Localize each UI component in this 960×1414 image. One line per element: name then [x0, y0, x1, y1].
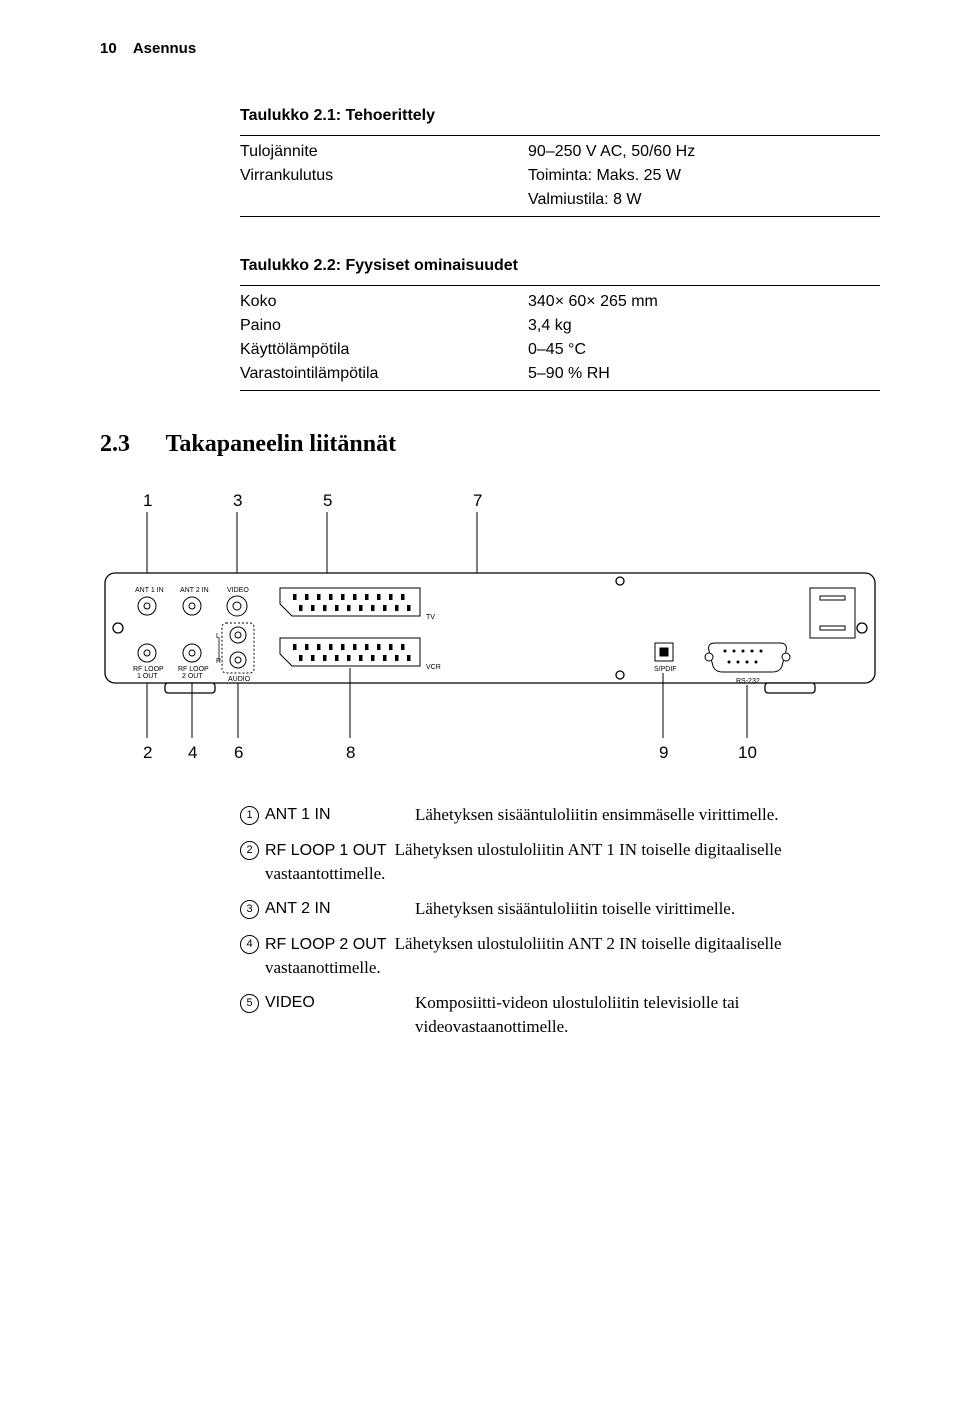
callout-num: 4 [188, 743, 197, 762]
definition-text: Lähetyksen sisääntuloliitin ensimmäselle… [415, 803, 880, 828]
table-rule [240, 390, 880, 391]
page-number: 10 [100, 40, 117, 57]
definition-label: RF LOOP 1 OUT [265, 842, 391, 859]
definition-label: ANT 1 IN [265, 803, 405, 828]
cell-label [240, 188, 528, 212]
table-row: Virrankulutus Toiminta: Maks. 25 W [240, 164, 880, 188]
callout-num: 2 [143, 743, 152, 762]
table-row: Käyttölämpötila 0–45 °C [240, 338, 880, 362]
table-rule [240, 135, 880, 136]
callout-num: 7 [473, 491, 482, 510]
circled-number: 1 [240, 806, 259, 825]
table-row: Valmiustila: 8 W [240, 188, 880, 212]
label-rfloop1b: 1 OUT [137, 673, 158, 680]
cell-label: Varastointilämpötila [240, 362, 528, 386]
table-2-2: Taulukko 2.2: Fyysiset ominaisuudet Koko… [240, 257, 880, 391]
callout-num: 6 [234, 743, 243, 762]
table-2-1: Taulukko 2.1: Tehoerittely Tulojännite 9… [240, 107, 880, 217]
cell-label: Koko [240, 290, 528, 314]
callout-num: 8 [346, 743, 355, 762]
callout-num: 10 [738, 743, 757, 762]
cell-label: Paino [240, 314, 528, 338]
callout-num: 3 [233, 491, 242, 510]
cell-label: Tulojännite [240, 140, 528, 164]
circled-number: 4 [240, 935, 259, 954]
cell-value: Toiminta: Maks. 25 W [528, 164, 880, 188]
definition-item: 1 ANT 1 IN Lähetyksen sisääntuloliitin ens… [240, 803, 880, 828]
label-ant2in: ANT 2 IN [180, 587, 209, 594]
section-heading: 2.3 Takapaneelin liitännät [100, 431, 880, 458]
page: 10 Asennus Taulukko 2.1: Tehoerittely Tu… [0, 0, 960, 1110]
diagram-svg: 1 3 5 7 [100, 488, 880, 768]
page-header: 10 Asennus [100, 40, 880, 57]
label-spdif: S/PDIF [654, 666, 677, 673]
circled-number: 3 [240, 900, 259, 919]
definition-text: Komposiitti-videon ulostuloliitin televi… [415, 991, 880, 1040]
rear-panel-diagram: 1 3 5 7 [100, 488, 880, 773]
definition-item: 2RF LOOP 1 OUT Lähetyksen ulostuloliitin… [240, 838, 880, 887]
definition-item: 5 VIDEOKomposiitti-videon ulostuloliitin … [240, 991, 880, 1040]
label-rfloop2: RF LOOP [178, 666, 209, 673]
label-video: VIDEO [227, 587, 249, 594]
table-row: Varastointilämpötila 5–90 % RH [240, 362, 880, 386]
definition-label: ANT 2 IN [265, 897, 405, 922]
table-row: Paino 3,4 kg [240, 314, 880, 338]
definition-label: RF LOOP 2 OUT [265, 936, 391, 953]
label-ant1in: ANT 1 IN [135, 587, 164, 594]
definition-item: 3 ANT 2 IN Lähetyksen sisääntuloliitin toi… [240, 897, 880, 922]
cell-value: Valmiustila: 8 W [528, 188, 880, 212]
table-row: Tulojännite 90–250 V AC, 50/60 Hz [240, 140, 880, 164]
definition-label: VIDEO [265, 991, 405, 1040]
label-audio: AUDIO [228, 676, 251, 683]
cell-label: Virrankulutus [240, 164, 528, 188]
section-number: 2.3 [100, 431, 160, 458]
definition-text: Lähetyksen sisääntuloliitin toiselle vir… [415, 897, 880, 922]
label-vcr: VCR [426, 664, 441, 671]
table-rule [240, 285, 880, 286]
table-rule [240, 216, 880, 217]
cell-value: 5–90 % RH [528, 362, 880, 386]
label-rs232: RS-232 [736, 678, 760, 685]
circled-number: 2 [240, 841, 259, 860]
label-rfloop2b: 2 OUT [182, 673, 203, 680]
table-caption: Taulukko 2.2: Fyysiset ominaisuudet [240, 257, 880, 275]
cell-value: 3,4 kg [528, 314, 880, 338]
callout-num: 1 [143, 491, 152, 510]
circled-number: 5 [240, 994, 259, 1013]
cell-label: Käyttölämpötila [240, 338, 528, 362]
callout-num: 9 [659, 743, 668, 762]
section-name: Asennus [133, 40, 196, 57]
section-title: Takapaneelin liitännät [166, 431, 397, 457]
spec-table: Tulojännite 90–250 V AC, 50/60 Hz Virran… [240, 140, 880, 212]
cell-value: 340× 60× 265 mm [528, 290, 880, 314]
table-caption: Taulukko 2.1: Tehoerittely [240, 107, 880, 125]
definition-item: 4RF LOOP 2 OUT Lähetyksen ulostuloliitin… [240, 932, 880, 981]
label-tv: TV [426, 614, 435, 621]
callout-num: 5 [323, 491, 332, 510]
table-row: Koko 340× 60× 265 mm [240, 290, 880, 314]
label-rfloop1: RF LOOP [133, 666, 164, 673]
spec-table: Koko 340× 60× 265 mm Paino 3,4 kg Käyttö… [240, 290, 880, 386]
cell-value: 90–250 V AC, 50/60 Hz [528, 140, 880, 164]
definition-list: 1 ANT 1 IN Lähetyksen sisääntuloliitin ens… [240, 803, 880, 1040]
label-R: R [216, 658, 221, 665]
cell-value: 0–45 °C [528, 338, 880, 362]
